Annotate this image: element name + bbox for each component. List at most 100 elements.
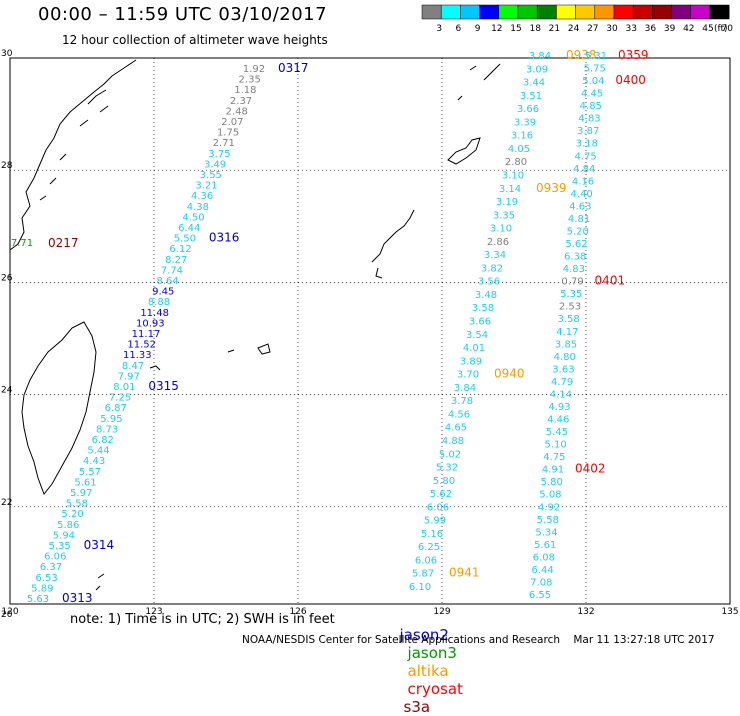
wave-height-label: 5.44 xyxy=(87,446,109,457)
wave-height-label: 8.73 xyxy=(96,424,118,435)
wave-height-label: 6.87 xyxy=(105,403,127,414)
wave-height-label: 3.89 xyxy=(460,356,482,367)
pass-time-label: 0314 xyxy=(84,538,115,552)
map-frame xyxy=(9,57,731,605)
wave-height-label: 5.50 xyxy=(174,234,196,245)
sat-jason3: jason3 xyxy=(407,644,457,662)
legend-tick-label: 70 xyxy=(721,24,733,34)
wave-height-label: 3.48 xyxy=(475,290,497,301)
wave-height-label: 5.45 xyxy=(546,427,568,438)
wave-height-label: 4.16 xyxy=(572,176,594,187)
wave-height-label: 4.65 xyxy=(445,423,467,434)
lat-tick-label: 20 xyxy=(1,610,13,620)
wave-height-label: 4.01 xyxy=(463,343,485,354)
wave-height-label: 5.61 xyxy=(74,477,96,488)
graticule: 120 123 126 129 132 135 30 28 26 24 22 20 xyxy=(1,49,739,620)
color-legend: 3 6 9 12 15 18 21 24 27 30 33 36 39 42 45 70(ft) xyxy=(421,4,733,34)
wave-height-label: 5.31 xyxy=(585,51,607,62)
amami-islands xyxy=(447,137,481,165)
china-coast xyxy=(9,59,137,251)
wave-height-label: 5.08 xyxy=(539,490,561,501)
wave-height-label: 6.10 xyxy=(409,582,431,593)
wave-height-label: 3.66 xyxy=(517,104,539,115)
lat-tick-label: 22 xyxy=(1,498,12,508)
map-subtitle: 12 hour collection of altimeter wave hei… xyxy=(62,33,328,47)
lat-tick-label: 28 xyxy=(1,161,13,171)
pass-time-label: 0402 xyxy=(575,462,606,476)
wave-height-label: 3.78 xyxy=(451,396,473,407)
wave-height-label: 4.17 xyxy=(556,327,578,338)
lon-tick-label: 123 xyxy=(145,607,162,617)
pass-time-label: 0401 xyxy=(595,274,626,288)
wave-height-label: 5.16 xyxy=(421,529,443,540)
wave-height-label: 5.95 xyxy=(100,414,122,425)
wave-height-label: 6.55 xyxy=(529,590,551,601)
wave-height-label: 5.35 xyxy=(560,289,582,300)
wave-height-label: 8.64 xyxy=(156,276,178,287)
wave-height-label: 5.62 xyxy=(430,489,452,500)
wave-height-label: 3.10 xyxy=(490,224,512,235)
wave-height-label: 6.12 xyxy=(169,244,191,255)
pass-time-label: 0315 xyxy=(148,379,179,393)
legend-tick-label: 30 xyxy=(606,24,618,34)
pass-time-label: 0316 xyxy=(209,231,240,245)
wave-height-label: 3.70 xyxy=(457,370,479,381)
wave-height-label: 11.48 xyxy=(140,308,169,319)
wave-height-label: 2.35 xyxy=(239,75,261,86)
wave-height-label: 4.85 xyxy=(580,101,602,112)
pass-time-label: 0313 xyxy=(62,591,93,605)
pass-time-label: 0939 xyxy=(536,181,567,195)
wave-height-label: 4.93 xyxy=(548,402,570,413)
wave-height-label: 3.82 xyxy=(481,263,503,274)
ryukyu-okinawa xyxy=(371,209,415,279)
legend-tick-label: 21 xyxy=(549,24,560,34)
wave-height-label: 2.53 xyxy=(559,302,581,313)
legend-tick-label: 27 xyxy=(587,24,598,34)
zhejiang-islands xyxy=(39,89,109,201)
coastlines xyxy=(9,59,501,591)
legend-tick-label: 36 xyxy=(645,24,657,34)
wave-height-label: 3.18 xyxy=(576,139,598,150)
wave-height-label: 6.06 xyxy=(415,555,437,566)
wave-height-label: 5.63 xyxy=(27,594,49,605)
pass-time-label: 0941 xyxy=(449,566,480,580)
wave-height-label: 5.61 xyxy=(534,540,556,551)
wave-height-label: 5.75 xyxy=(584,64,606,75)
wave-height-label: 4.56 xyxy=(448,409,470,420)
wave-height-label: 1.75 xyxy=(217,128,239,139)
wave-height-label: 4.84 xyxy=(573,164,595,175)
wave-height-label: 4.75 xyxy=(574,151,596,162)
wave-height-label: 7.08 xyxy=(530,577,552,588)
wave-height-label: 5.10 xyxy=(544,440,566,451)
wave-height-label: 4.83 xyxy=(578,114,600,125)
legend-tick-label: 24 xyxy=(568,24,580,34)
wave-height-label: 3.58 xyxy=(558,314,580,325)
wave-height-label: 3.66 xyxy=(469,317,491,328)
wave-height-label: 3.58 xyxy=(472,303,494,314)
wave-height-label: 3.63 xyxy=(552,364,574,375)
wave-height-label: 6.44 xyxy=(531,565,553,576)
wave-height-label: 6.82 xyxy=(92,435,114,446)
wave-height-label: 2.37 xyxy=(230,96,252,107)
wave-height-label: 6.37 xyxy=(40,562,62,573)
lat-tick-label: 24 xyxy=(1,386,13,396)
altimeter-tracks: 1.922.351.182.372.482.071.752.713.753.49… xyxy=(11,48,649,605)
wave-height-label: 3.55 xyxy=(200,170,222,181)
wave-height-label: 1.18 xyxy=(234,85,256,96)
wave-height-label: 4.38 xyxy=(187,202,209,213)
wave-height-label: 4.43 xyxy=(83,456,105,467)
legend-tick-label: 45 xyxy=(702,24,713,34)
wave-height-label: 4.36 xyxy=(191,191,213,202)
wave-height-label: 6.08 xyxy=(533,552,555,563)
legend-swatch xyxy=(709,4,730,20)
wave-height-label: 6.53 xyxy=(36,573,58,584)
wave-height-label: 10.93 xyxy=(136,318,165,329)
wave-height-label: 4.92 xyxy=(538,502,560,513)
wave-height-label: 7.74 xyxy=(161,265,183,276)
lon-tick-label: 135 xyxy=(721,607,738,617)
wave-height-label: 8.88 xyxy=(148,297,170,308)
wave-height-label: 6.44 xyxy=(178,223,200,234)
wave-height-label: 2.71 xyxy=(213,138,235,149)
wave-height-label: 3.16 xyxy=(511,131,533,142)
